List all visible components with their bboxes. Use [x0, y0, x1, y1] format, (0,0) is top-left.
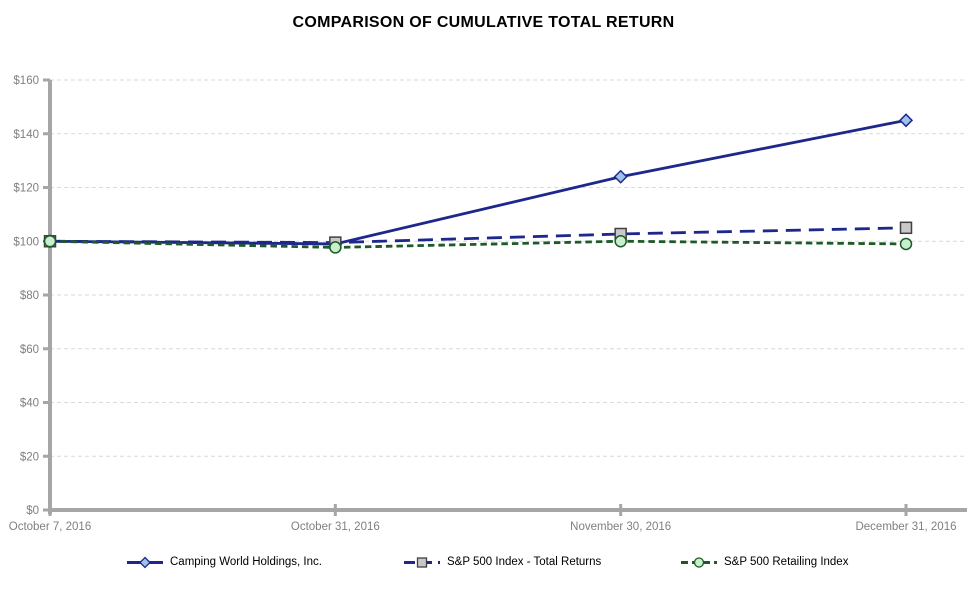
marker-square	[899, 221, 913, 235]
x-axis-tick	[904, 504, 908, 516]
y-axis-label: $80	[20, 290, 39, 302]
y-axis-label: $120	[13, 183, 39, 195]
y-axis-label: $20	[20, 451, 39, 463]
y-axis-label: $40	[20, 398, 39, 410]
y-axis-tick	[43, 508, 50, 512]
x-axis-line	[48, 508, 967, 512]
legend-label-camping-world: Camping World Holdings, Inc.	[170, 556, 322, 568]
x-axis-tick	[48, 504, 52, 516]
marker-circle	[614, 235, 627, 248]
legend-label-sp500-retailing: S&P 500 Retailing Index	[724, 556, 849, 568]
marker-circle	[899, 237, 913, 251]
x-axis-label: December 31, 2016	[855, 521, 956, 533]
y-axis-tick	[43, 347, 50, 351]
x-axis-label: October 7, 2016	[9, 521, 91, 533]
marker-diamond	[613, 169, 628, 184]
y-axis-tick	[43, 401, 50, 404]
y-axis-tick	[43, 186, 50, 189]
x-axis-label: November 30, 2016	[570, 521, 671, 533]
y-axis-line	[48, 80, 52, 514]
legend-swatch-diamond-line-icon	[127, 556, 163, 568]
chart-plot-area: $0 $20 $40 $60 $80 $100 $120 $140 $160 October 7,…	[9, 75, 967, 533]
x-axis-tick	[333, 504, 337, 516]
y-axis-label: $100	[13, 236, 39, 248]
marker-circle	[43, 235, 57, 248]
y-axis-label: $60	[20, 344, 39, 356]
y-axis-tick	[43, 454, 50, 458]
y-axis-tick	[43, 132, 50, 136]
x-axis-label: October 31, 2016	[291, 521, 380, 533]
chart-legend: Camping World Holdings, Inc. S&P 500 Ind…	[0, 552, 967, 576]
x-axis-tick	[619, 504, 623, 516]
y-axis-label: $0	[26, 505, 39, 517]
legend-item-camping-world: Camping World Holdings, Inc.	[126, 552, 322, 572]
chart-title: COMPARISON OF CUMULATIVE TOTAL RETURN	[292, 14, 675, 31]
legend-label-sp500-total: S&P 500 Index - Total Returns	[447, 556, 602, 568]
legend-swatch-square-dash-line-icon	[404, 556, 440, 568]
y-axis-tick	[43, 293, 50, 297]
marker-circle	[329, 241, 342, 254]
legend-item-sp500-total: S&P 500 Index - Total Returns	[403, 552, 601, 572]
legend-item-sp500-retailing: S&P 500 Retailing Index	[680, 552, 848, 572]
y-axis-label: $160	[13, 75, 39, 87]
marker-diamond	[898, 113, 914, 128]
y-axis-tick	[43, 78, 50, 82]
series-line-1	[49, 226, 907, 244]
series-line-0	[49, 118, 907, 246]
series-line-2	[49, 239, 907, 249]
y-axis-label: $140	[13, 129, 39, 141]
legend-swatch-circle-dash-line-icon	[681, 556, 717, 568]
